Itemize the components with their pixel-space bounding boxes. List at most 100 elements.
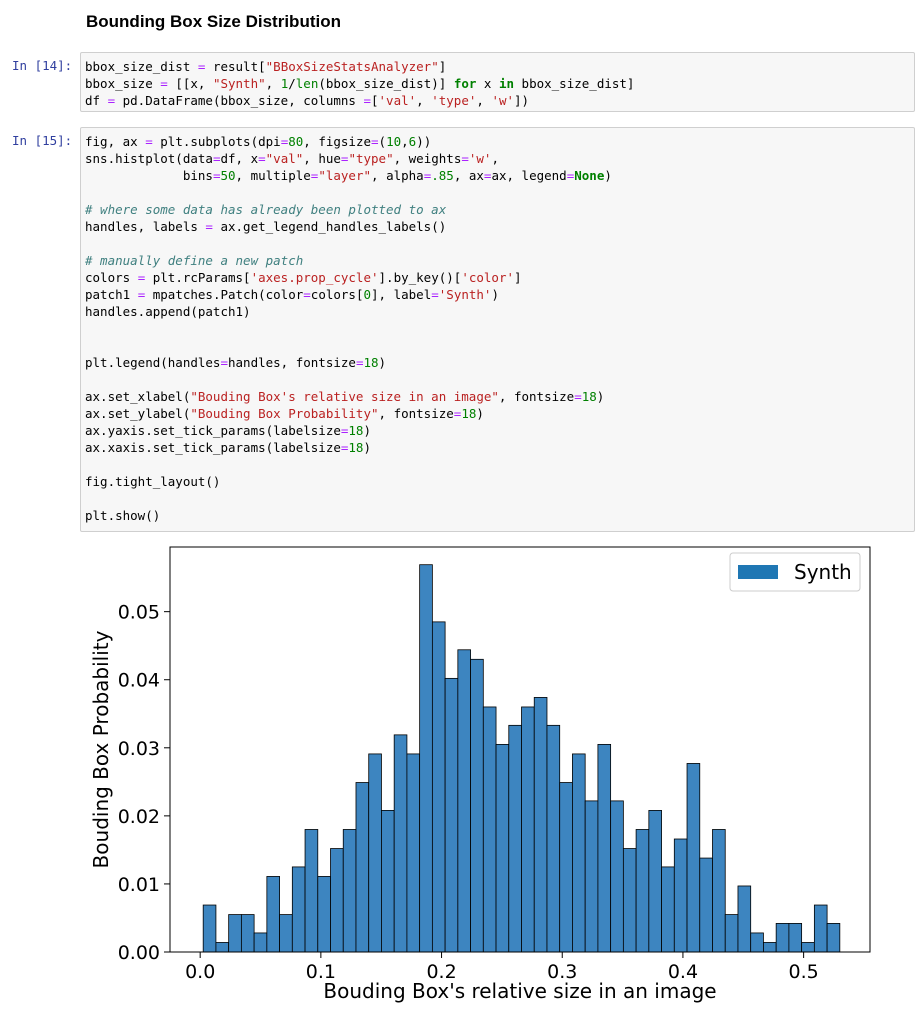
histogram-bar	[215, 942, 230, 953]
code-line: handles, labels = ax.get_legend_handles_…	[85, 219, 447, 234]
histogram-bar	[533, 697, 548, 953]
code-line: ax.xaxis.set_tick_params(labelsize=18)	[85, 440, 371, 455]
histogram-bar	[330, 848, 344, 953]
histogram-bar	[253, 932, 268, 953]
code-line: df = pd.DataFrame(bbox_size, columns =['…	[85, 93, 530, 108]
histogram-bar	[431, 621, 446, 953]
legend-label-synth: Synth	[794, 560, 852, 584]
histogram-chart: 0.0 0.1 0.2 0.3 0.4 0.5 0.000.010.020.030.040…	[89, 546, 871, 1003]
histogram-bar	[648, 810, 662, 953]
histogram-bar	[546, 724, 561, 953]
histogram-bar	[686, 763, 701, 953]
histogram-bar	[750, 932, 764, 953]
y-axis: 0.00 0.01 0.02 0.03 0.04 0.05	[118, 602, 170, 964]
code-line: ​	[85, 490, 910, 507]
histogram-bar	[597, 743, 612, 953]
histogram-bar	[444, 677, 459, 953]
code-line: sns.histplot(data=df, x="val", hue="type…	[85, 151, 499, 166]
legend: Synth	[729, 552, 861, 592]
histogram-bar	[826, 923, 841, 953]
histogram-bar	[559, 782, 573, 953]
histogram-bar	[482, 706, 497, 953]
histogram-bar	[393, 734, 408, 953]
histogram-bar	[813, 904, 828, 953]
histogram-bar	[342, 829, 357, 953]
code-editor[interactable]: bbox_size_dist = result["BBoxSizeStatsAn…	[80, 52, 915, 112]
legend-box	[729, 552, 861, 592]
histogram-bar	[457, 649, 471, 953]
y-tick-label: 0.01	[118, 874, 160, 896]
histogram-bar	[788, 923, 803, 953]
code-line: # where some data has already been plott…	[85, 202, 447, 217]
y-tick-label: 0.03	[118, 738, 160, 760]
histogram-bar	[801, 942, 815, 953]
histogram-bar	[419, 564, 433, 953]
histogram-bar	[279, 914, 293, 953]
histogram-bar	[406, 753, 421, 953]
markdown-heading: Bounding Box Size Distribution	[86, 12, 341, 31]
code-line: ax.set_ylabel("Bouding Box Probability",…	[85, 406, 484, 421]
cell-prompt: In [15]:	[12, 133, 73, 148]
code-line: bbox_size_dist = result["BBoxSizeStatsAn…	[85, 59, 447, 74]
histogram-bar	[291, 866, 306, 953]
code-line: # manually define a new patch	[85, 253, 304, 268]
y-tick-label: 0.02	[118, 806, 160, 828]
x-tick-label: 0.1	[306, 961, 336, 983]
histogram-bar	[763, 942, 777, 953]
code-cell-14[interactable]: In [14]: bbox_size_dist = result["BBoxSi…	[0, 52, 915, 112]
code-editor[interactable]: fig, ax = plt.subplots(dpi=80, figsize=(…	[80, 127, 915, 532]
histogram-bar	[355, 782, 370, 953]
code-cell-15[interactable]: In [15]: fig, ax = plt.subplots(dpi=80, …	[0, 127, 915, 532]
code-line: ax.yaxis.set_tick_params(labelsize=18)	[85, 423, 371, 438]
histogram-bar	[724, 914, 739, 953]
histogram-bar	[202, 904, 217, 953]
x-axis-label: Bouding Box's relative size in an image	[323, 979, 716, 1003]
legend-swatch-synth	[738, 565, 778, 579]
x-tick-label: 0.5	[789, 961, 819, 983]
code-line: plt.show()	[85, 508, 161, 523]
x-tick-label: 0.3	[547, 961, 577, 983]
code-line: colors = plt.rcParams['axes.prop_cycle']…	[85, 270, 522, 285]
cell-prompt: In [14]:	[12, 58, 73, 73]
code-line: ​	[85, 184, 910, 201]
code-line: plt.legend(handles=handles, fontsize=18)	[85, 355, 387, 370]
code-line: ​	[85, 337, 910, 354]
code-line: handles.append(patch1)	[85, 304, 251, 319]
histogram-bar	[699, 857, 713, 953]
y-axis-label: Bouding Box Probability	[89, 630, 113, 868]
code-line: ​	[85, 320, 910, 337]
code-line: ​	[85, 456, 910, 473]
code-line: bbox_size = [[x, "Synth", 1/len(bbox_siz…	[85, 76, 635, 91]
histogram-bar	[304, 829, 319, 953]
histogram-bar	[572, 753, 586, 953]
histogram-bar	[368, 753, 382, 953]
code-line: ​	[85, 235, 910, 252]
bars-group	[202, 564, 841, 953]
histogram-bar	[508, 724, 522, 953]
histogram-bar	[661, 866, 675, 953]
code-line: bins=50, multiple="layer", alpha=.85, ax…	[85, 168, 612, 183]
axes-frame	[169, 546, 871, 953]
histogram-bar	[737, 885, 752, 953]
histogram-bar	[635, 829, 650, 953]
histogram-bar	[775, 923, 790, 953]
histogram-bar	[228, 914, 242, 953]
histogram-bar	[317, 876, 331, 953]
x-tick-label: 0.2	[426, 961, 456, 983]
x-axis: 0.0 0.1 0.2 0.3 0.4 0.5	[185, 952, 819, 983]
histogram-bar	[266, 876, 280, 953]
x-tick-label: 0.0	[185, 961, 215, 983]
histogram-bar	[381, 810, 395, 953]
y-tick-label: 0.00	[118, 942, 160, 964]
histogram-bar	[610, 800, 624, 953]
histogram-bar	[622, 848, 637, 953]
code-line: fig, ax = plt.subplots(dpi=80, figsize=(…	[85, 134, 432, 149]
histogram-bar	[495, 743, 510, 953]
histogram-bar	[712, 829, 726, 953]
code-line: patch1 = mpatches.Patch(color=colors[0],…	[85, 287, 499, 302]
histogram-bar	[521, 706, 535, 953]
histogram-bar	[470, 658, 484, 953]
code-line: ​	[85, 371, 910, 388]
histogram-bar	[584, 800, 599, 953]
histogram-bar	[240, 914, 255, 953]
